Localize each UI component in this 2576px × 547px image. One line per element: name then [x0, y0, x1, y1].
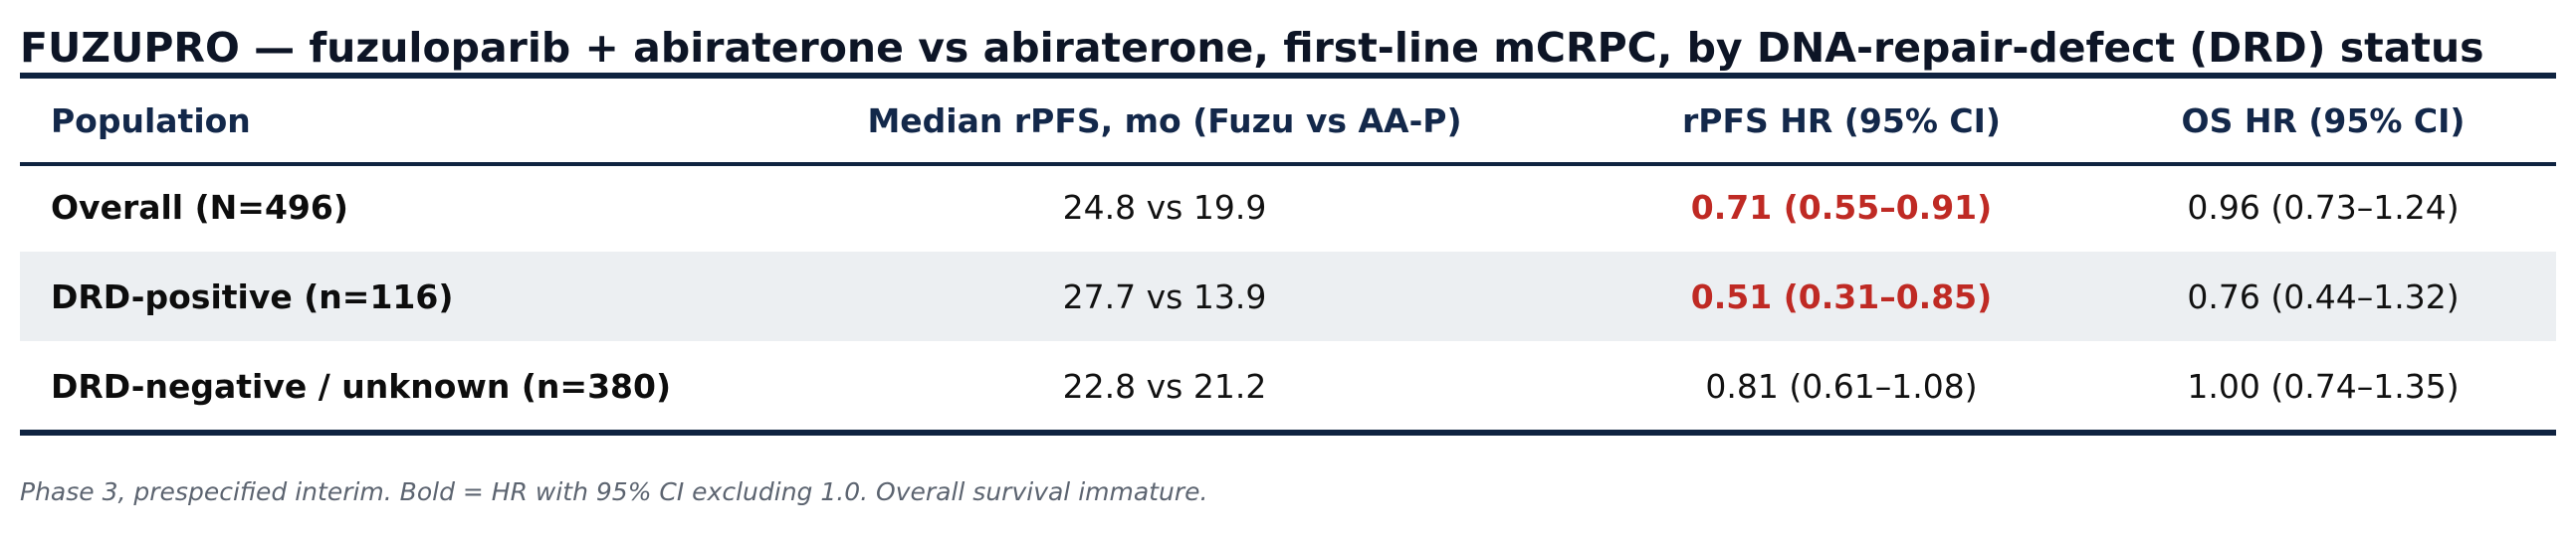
footnote: Phase 3, prespecified interim. Bold = HR…: [20, 477, 1208, 506]
header-os-hr: OS HR (95% CI): [2181, 100, 2466, 140]
os-hr-cell: 1.00 (0.74–1.35): [2187, 366, 2460, 406]
bottom-rule: [20, 430, 2556, 436]
os-hr-cell: 0.96 (0.73–1.24): [2187, 187, 2460, 227]
table-title: FUZUPRO — fuzuloparib + abiraterone vs a…: [20, 24, 2484, 72]
header-row: Population Median rPFS, mo (Fuzu vs AA-P…: [20, 79, 2556, 162]
median-rpfs-cell: 24.8 vs 19.9: [1062, 187, 1267, 227]
os-hr-cell: 0.76 (0.44–1.32): [2187, 276, 2460, 316]
population-cell: DRD-negative / unknown (n=380): [51, 366, 672, 406]
population-cell: DRD-positive (n=116): [51, 276, 454, 316]
population-cell: Overall (N=496): [51, 187, 348, 227]
table-row: DRD-positive (n=116) 27.7 vs 13.9 0.51 (0.…: [20, 252, 2556, 341]
median-rpfs-cell: 22.8 vs 21.2: [1062, 366, 1267, 406]
header-rpfs-hr: rPFS HR (95% CI): [1682, 100, 2001, 140]
top-rule: [20, 73, 2556, 79]
table-body: Overall (N=496) 24.8 vs 19.9 0.71 (0.55–0.…: [20, 162, 2556, 431]
header-median-rpfs: Median rPFS, mo (Fuzu vs AA-P): [867, 100, 1462, 140]
header-rule: [20, 162, 2556, 166]
median-rpfs-cell: 27.7 vs 13.9: [1062, 276, 1267, 316]
table-row: Overall (N=496) 24.8 vs 19.9 0.71 (0.55–0.…: [20, 162, 2556, 252]
rpfs-hr-cell: 0.51 (0.31–0.85): [1690, 276, 1993, 316]
rpfs-hr-cell: 0.71 (0.55–0.91): [1690, 187, 1993, 227]
results-table: Population Median rPFS, mo (Fuzu vs AA-P…: [20, 79, 2556, 431]
header-population: Population: [51, 100, 251, 140]
table-row: DRD-negative / unknown (n=380) 22.8 vs 21…: [20, 341, 2556, 431]
rpfs-hr-cell: 0.81 (0.61–1.08): [1705, 366, 1978, 406]
